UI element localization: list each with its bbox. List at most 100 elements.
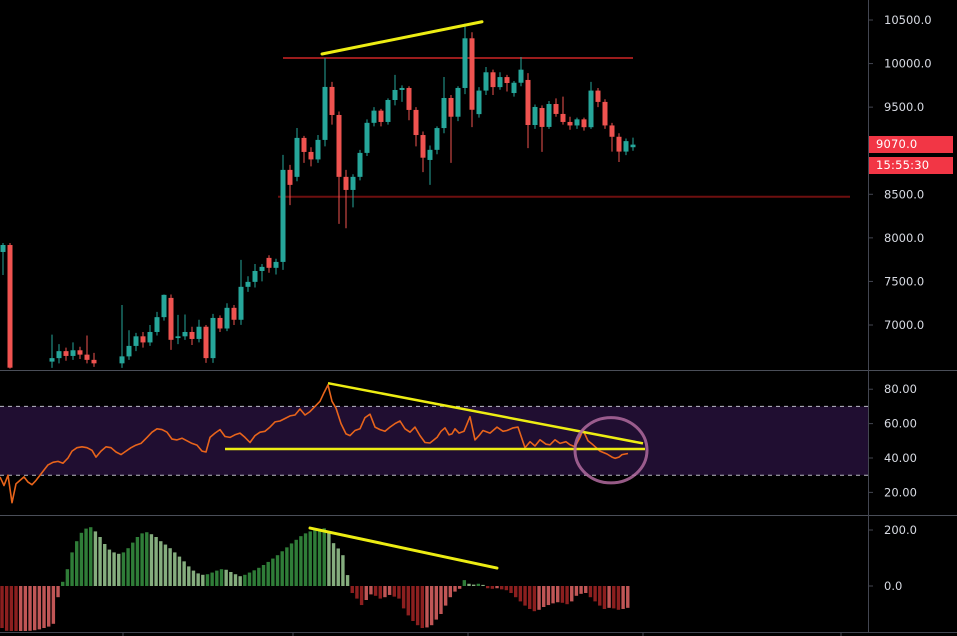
- candle: [609, 122, 615, 152]
- macd-bar: [411, 586, 415, 621]
- macd-bar: [429, 586, 434, 626]
- macd-bar: [233, 574, 238, 586]
- candle: [350, 174, 356, 208]
- macd-bar: [565, 586, 569, 605]
- candle: [140, 331, 146, 348]
- macd-pane[interactable]: [0, 515, 868, 632]
- macd-bar: [247, 572, 252, 586]
- candle: [252, 264, 258, 288]
- rsi-axis-label: 60.00: [884, 417, 917, 431]
- macd-bar: [514, 586, 518, 598]
- candle: [483, 67, 489, 95]
- macd-bar: [341, 555, 345, 586]
- price-axis[interactable]: [868, 0, 957, 632]
- candle: [273, 258, 279, 275]
- candle: [56, 344, 62, 364]
- macd-bar: [135, 537, 140, 586]
- macd-bar: [117, 553, 121, 586]
- macd-bar: [271, 558, 275, 586]
- macd-bar: [532, 586, 537, 612]
- macd-bar: [556, 586, 560, 603]
- candle: [462, 23, 468, 95]
- candle: [469, 32, 475, 128]
- candle: [63, 347, 69, 361]
- candle: [574, 117, 580, 129]
- candle: [448, 94, 454, 163]
- macd-bar: [453, 586, 457, 592]
- candle: [259, 264, 265, 282]
- macd-bar: [56, 586, 60, 598]
- macd-bar: [602, 586, 607, 609]
- macd-bar: [294, 539, 298, 586]
- candle: [518, 57, 524, 87]
- macd-bar: [495, 586, 499, 589]
- macd-bar: [523, 586, 527, 606]
- macd-bar: [79, 532, 84, 586]
- macd-bar: [103, 544, 107, 586]
- candle: [364, 119, 370, 156]
- macd-bar: [621, 586, 625, 609]
- macd-bar: [187, 566, 191, 586]
- macd-bar: [518, 586, 523, 602]
- candle: [581, 117, 587, 131]
- macd-bar: [425, 586, 429, 628]
- macd-bar: [159, 541, 163, 586]
- candle: [504, 74, 510, 92]
- macd-bar: [70, 552, 74, 586]
- macd-bar: [47, 586, 51, 627]
- macd-bar: [215, 570, 219, 586]
- price-pane[interactable]: [0, 0, 868, 370]
- candle: [434, 126, 440, 155]
- price-trendline[interactable]: [320, 20, 484, 56]
- macd-bar: [476, 583, 481, 586]
- macd-bar: [369, 586, 373, 595]
- macd-bar: [397, 586, 401, 599]
- macd-bar: [266, 561, 270, 586]
- rsi-circle-annotation[interactable]: [573, 416, 649, 485]
- candle: [371, 107, 377, 127]
- macd-bar: [467, 583, 471, 586]
- candle: [210, 313, 216, 363]
- time-axis[interactable]: [0, 632, 957, 636]
- candle: [336, 111, 342, 224]
- macd-bar: [415, 586, 420, 626]
- macd-bar: [537, 586, 541, 610]
- macd-bar: [28, 586, 32, 631]
- candle: [161, 294, 167, 321]
- candle: [413, 107, 419, 147]
- candle: [497, 72, 503, 90]
- macd-trendline[interactable]: [308, 526, 499, 570]
- macd-bar: [275, 555, 280, 586]
- candle: [623, 138, 629, 156]
- candle: [294, 127, 300, 182]
- candle: [182, 314, 188, 340]
- candle: [308, 147, 314, 167]
- macd-bar: [485, 586, 490, 589]
- macd-bar: [584, 586, 588, 593]
- macd-bar: [355, 586, 359, 599]
- candle: [154, 311, 160, 336]
- macd-bar: [182, 561, 186, 586]
- rsi-axis-label: 80.00: [884, 382, 917, 396]
- rsi-trendline[interactable]: [327, 381, 644, 445]
- macd-bar: [65, 569, 70, 586]
- macd-bar: [457, 586, 462, 589]
- candle: [49, 334, 55, 368]
- candle: [553, 98, 559, 117]
- macd-bar: [626, 586, 630, 608]
- macd-bar: [173, 552, 177, 586]
- candle: [280, 154, 286, 270]
- macd-bar: [89, 527, 93, 586]
- macd-bar: [0, 586, 4, 628]
- candle: [70, 342, 76, 360]
- macd-bar: [401, 586, 406, 609]
- macd-bar: [126, 548, 130, 586]
- macd-bar: [542, 586, 546, 607]
- candle: [322, 57, 328, 147]
- candle: [84, 335, 90, 364]
- macd-bar: [308, 531, 312, 586]
- macd-bar: [607, 586, 611, 608]
- rsi-pane[interactable]: [0, 370, 868, 515]
